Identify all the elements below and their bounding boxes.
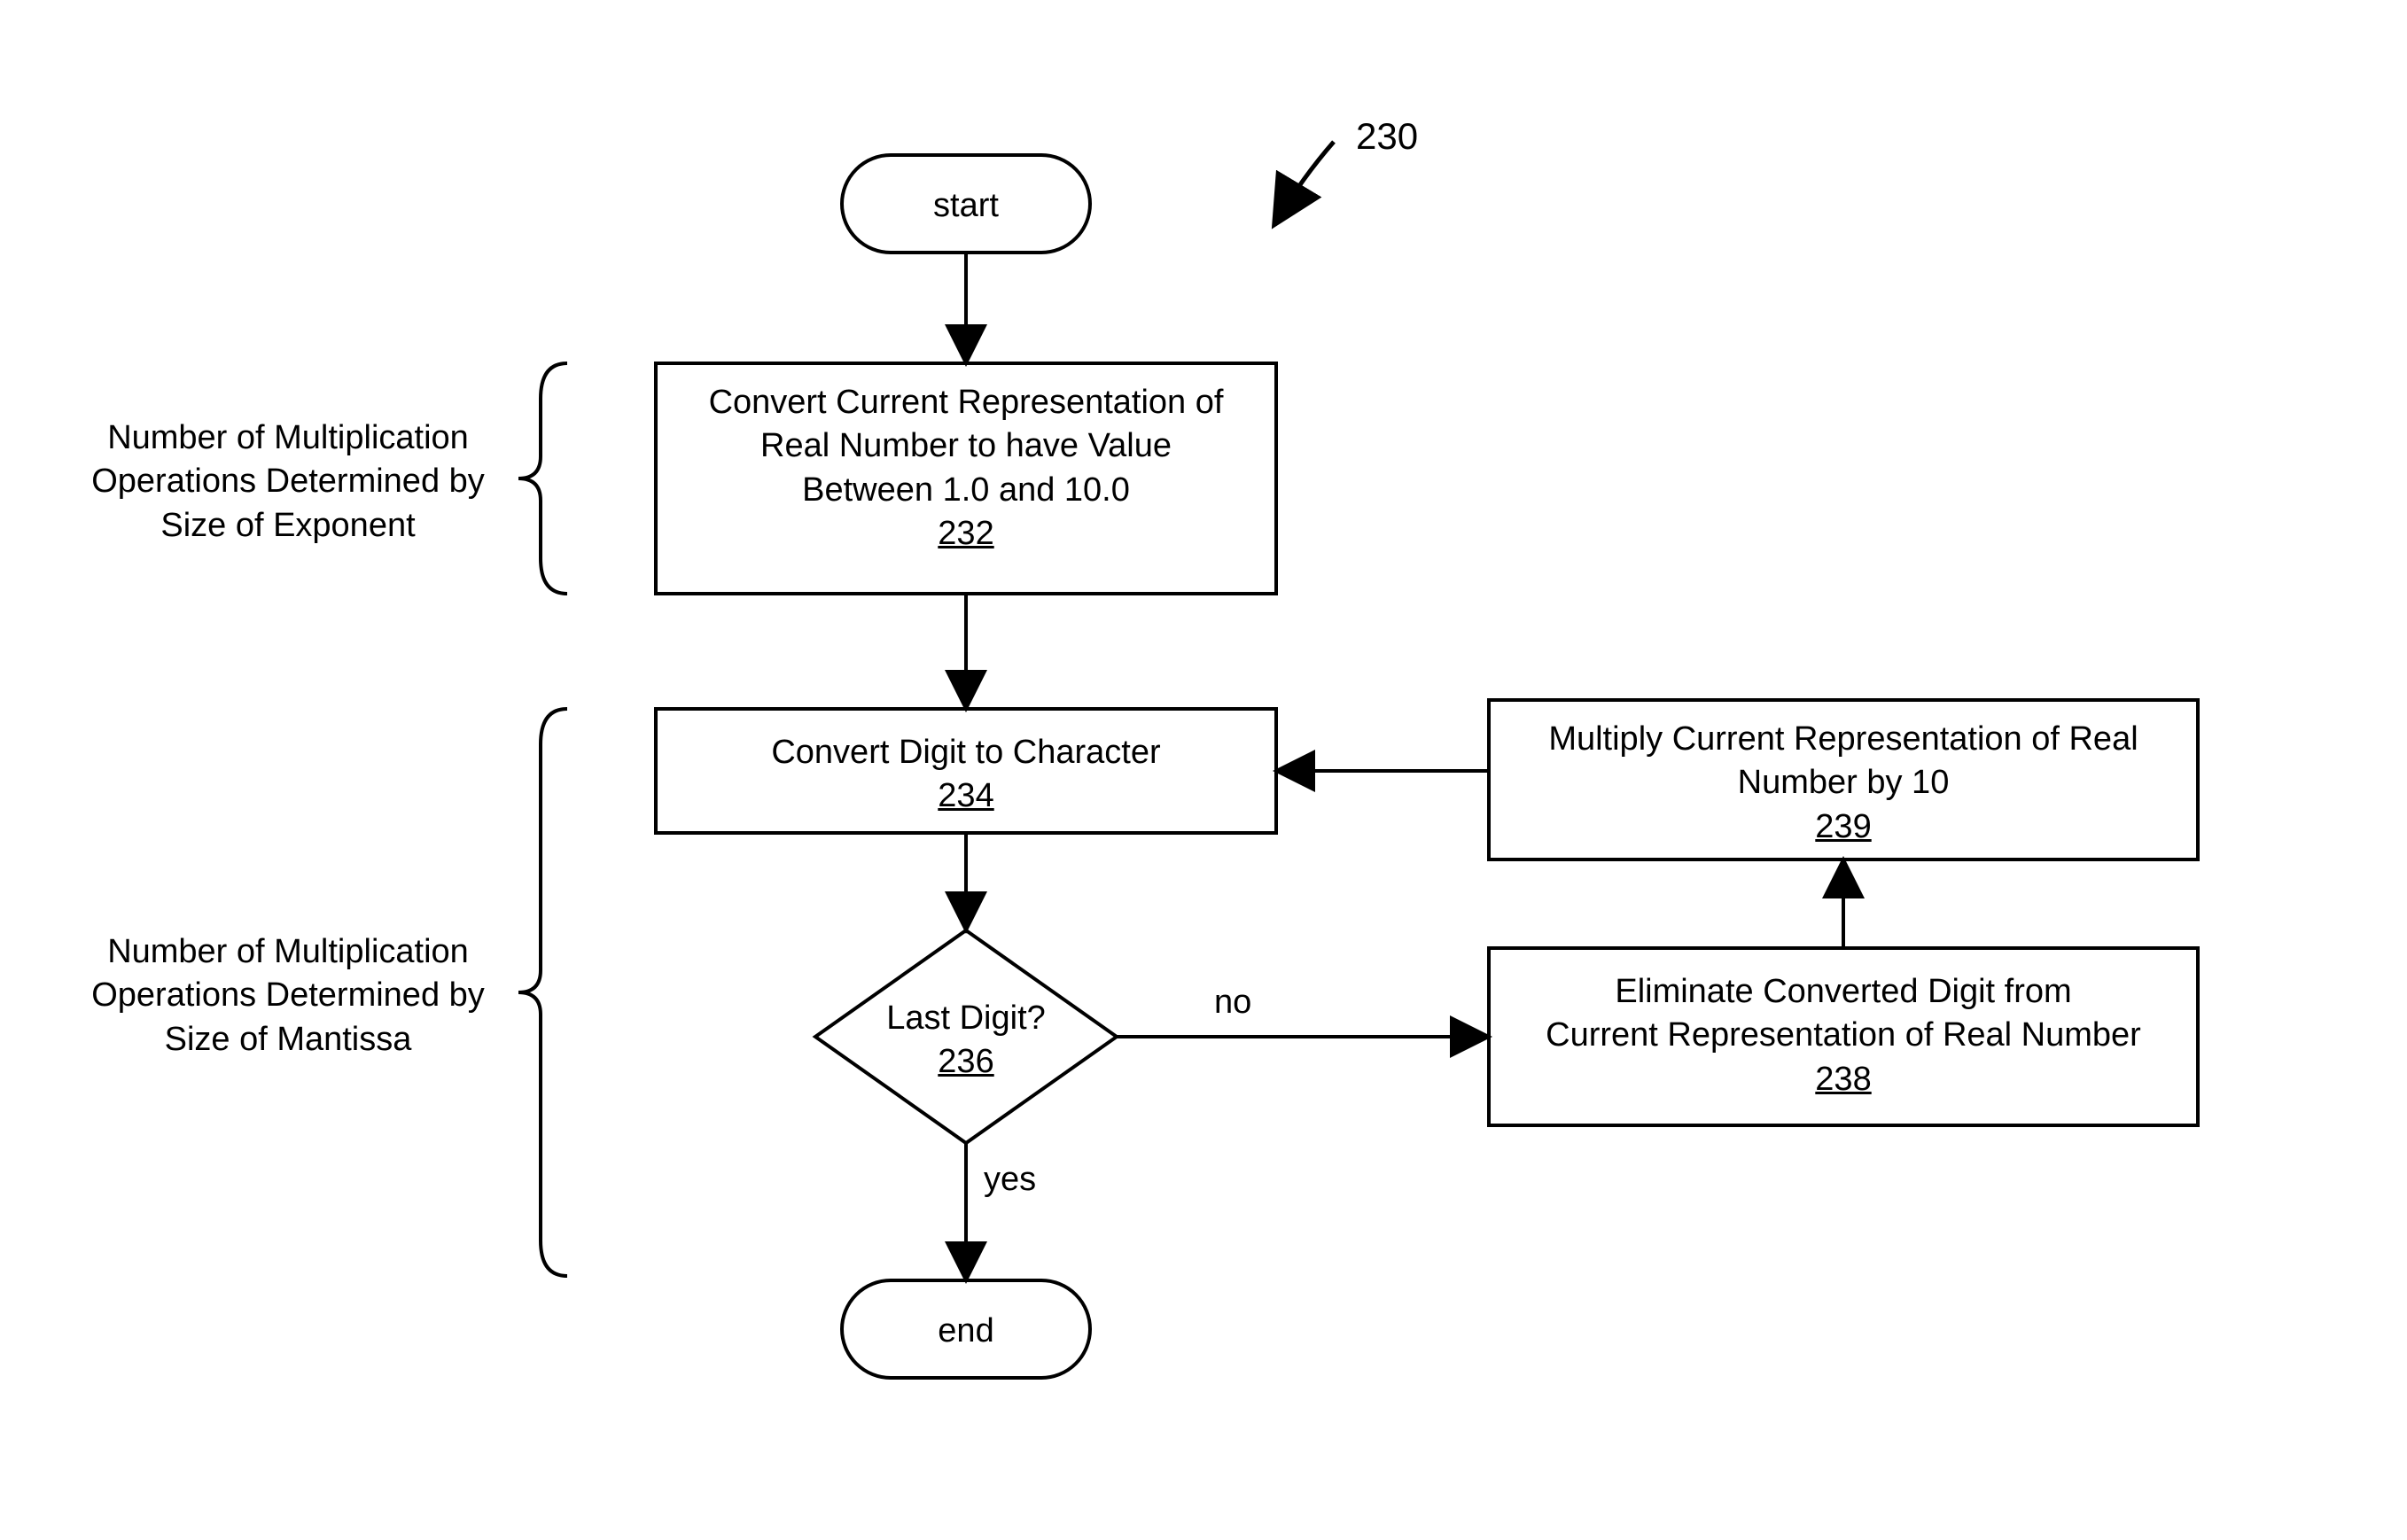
edge-label-no: no [1214,984,1251,1022]
side-top-line3: Size of Exponent [160,507,415,544]
node-234-text: Convert Digit to Character 234 [656,731,1276,819]
node-239-line1: Multiply Current Representation of Real [1548,720,2138,758]
node-232-line2: Real Number to have Value [760,427,1172,464]
node-236-line1: Last Digit? [886,999,1046,1037]
node-234-line1: Convert Digit to Character [771,734,1160,771]
edge-label-yes: yes [984,1161,1036,1199]
node-232-ref: 232 [938,515,993,552]
node-232-line1: Convert Current Representation of [709,384,1224,421]
side-annotation-bottom: Number of Multiplication Operations Dete… [71,930,505,1062]
node-238-ref: 238 [1815,1061,1871,1098]
side-bottom-line2: Operations Determined by [91,976,485,1014]
side-bottom-line1: Number of Multiplication [107,933,469,970]
side-top-line2: Operations Determined by [91,463,485,500]
node-238-line1: Eliminate Converted Digit from [1615,973,2071,1010]
node-239-text: Multiply Current Representation of Real … [1489,718,2198,849]
figure-number: 230 [1356,115,1418,158]
node-239-ref: 239 [1815,808,1871,845]
node-238-text: Eliminate Converted Digit from Current R… [1489,970,2198,1101]
node-232-text: Convert Current Representation of Real N… [656,381,1276,556]
node-234-ref: 234 [938,777,993,814]
node-232-line3: Between 1.0 and 10.0 [802,471,1130,509]
start-label: start [842,184,1090,228]
node-239-line2: Number by 10 [1738,764,1950,801]
node-236-text: Last Digit? 236 [815,997,1117,1085]
node-238-line2: Current Representation of Real Number [1546,1016,2141,1054]
side-top-line1: Number of Multiplication [107,419,469,456]
figure-ref-arrow [1276,142,1334,222]
side-annotation-top: Number of Multiplication Operations Dete… [71,416,505,548]
end-label: end [842,1310,1090,1353]
brace-bottom [518,709,567,1276]
side-bottom-line3: Size of Mantissa [165,1021,412,1058]
brace-top [518,363,567,594]
node-236-ref: 236 [938,1043,993,1080]
